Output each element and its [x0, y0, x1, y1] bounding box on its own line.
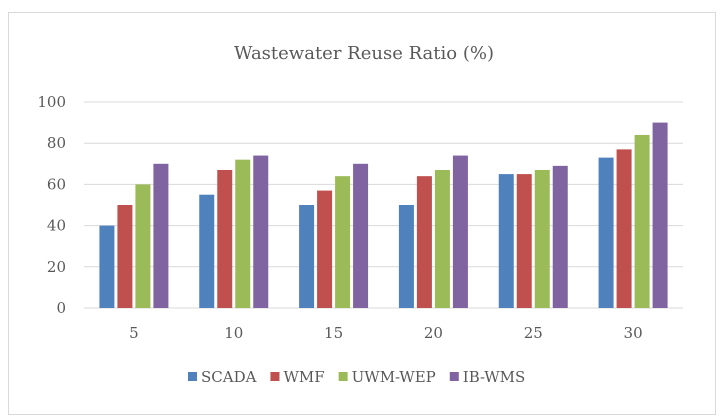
bar-uwm-wep-25 [534, 169, 550, 308]
bar-wmf-25 [516, 174, 532, 308]
legend-swatch-scada [188, 372, 197, 381]
x-tick-label: 30 [624, 324, 643, 342]
x-tick-label: 10 [224, 324, 243, 342]
bar-ib-wms-10 [253, 155, 269, 308]
y-axis-ticks: 0 20 40 60 80 100 [37, 93, 66, 317]
x-tick-label: 25 [524, 324, 543, 342]
x-tick-label: 20 [424, 324, 443, 342]
bar-uwm-wep-10 [235, 159, 251, 308]
legend-label-wmf: WMF [283, 368, 324, 386]
bar-scada-20 [398, 205, 414, 308]
y-tick-label: 100 [37, 93, 66, 111]
bar-uwm-wep-15 [335, 176, 351, 308]
legend-swatch-wmf [270, 372, 280, 381]
x-axis-ticks: 5 10 15 20 25 30 [129, 324, 642, 342]
x-tick-label: 15 [324, 324, 343, 342]
bar-uwm-wep-30 [634, 134, 650, 308]
bar-uwm-wep-20 [434, 169, 450, 308]
y-tick-label: 40 [47, 217, 66, 235]
legend-swatch-uwm-wep [338, 372, 348, 381]
bar-scada-25 [498, 174, 514, 308]
bar-ib-wms-25 [552, 165, 568, 308]
bar-ib-wms-30 [652, 122, 668, 308]
bar-wmf-10 [217, 169, 233, 308]
y-tick-label: 0 [56, 299, 66, 317]
legend-swatch-ib-wms [449, 372, 459, 381]
bar-scada-15 [299, 205, 315, 308]
bar-scada-30 [598, 157, 614, 308]
y-tick-label: 60 [47, 175, 66, 193]
bar-wmf-5 [117, 205, 133, 308]
chart-title: Wastewater Reuse Ratio (%) [234, 43, 494, 64]
bar-ib-wms-15 [353, 163, 369, 308]
legend-label-uwm-wep: UWM-WEP [352, 368, 436, 386]
y-tick-label: 80 [47, 134, 66, 152]
y-tick-label: 20 [47, 258, 66, 276]
bar-ib-wms-5 [153, 163, 169, 308]
bar-wmf-15 [317, 190, 333, 308]
bar-ib-wms-20 [452, 155, 468, 308]
bar-uwm-wep-5 [135, 184, 151, 308]
legend: SCADA WMF UWM-WEP IB-WMS [188, 368, 525, 386]
gridlines [84, 101, 683, 309]
legend-label-scada: SCADA [201, 368, 257, 386]
bar-wmf-20 [416, 176, 432, 308]
bars [99, 122, 668, 308]
x-tick-label: 5 [129, 324, 139, 342]
legend-label-ib-wms: IB-WMS [463, 368, 526, 386]
bar-scada-5 [99, 225, 115, 308]
bar-scada-10 [199, 194, 215, 308]
bar-wmf-30 [616, 149, 632, 308]
